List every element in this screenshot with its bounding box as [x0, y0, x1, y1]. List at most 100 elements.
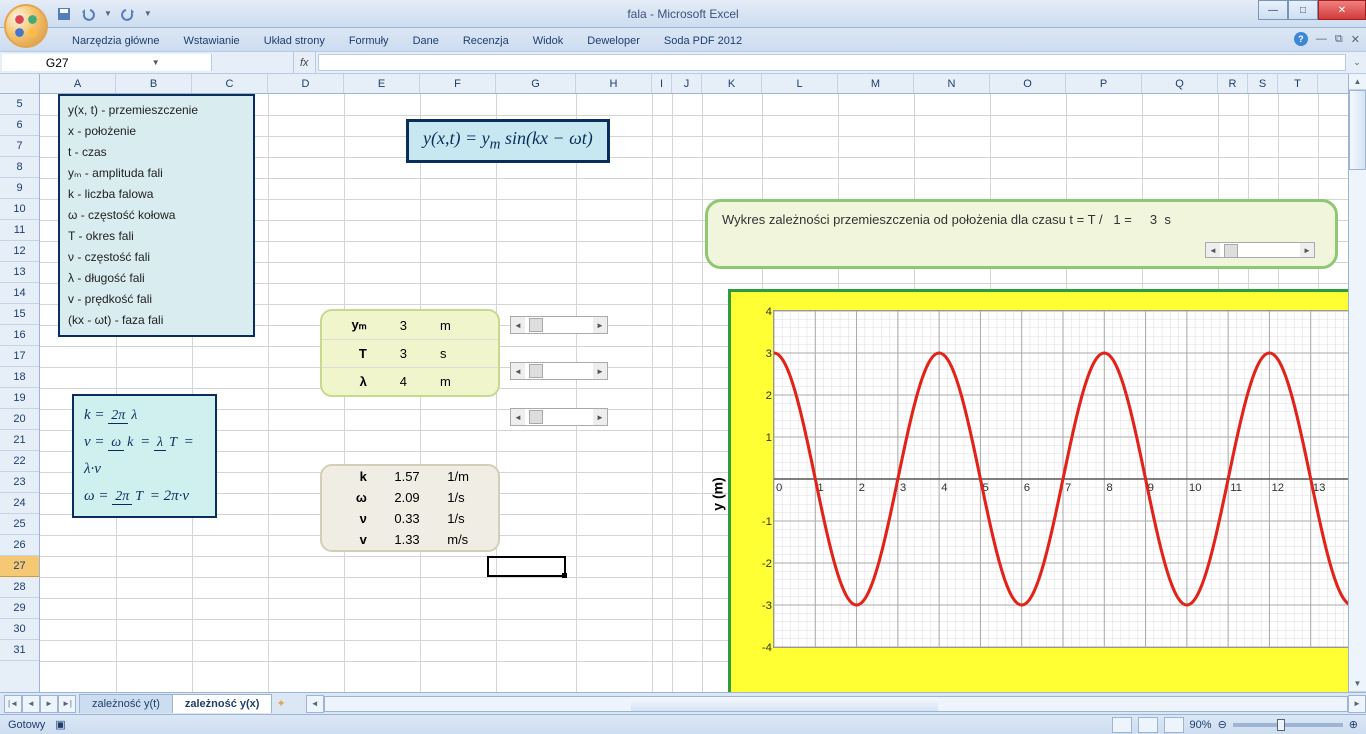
zoom-out-button[interactable]: ⊖	[1218, 718, 1227, 731]
col-header-E[interactable]: E	[344, 74, 420, 93]
row-header-18[interactable]: 18	[0, 367, 39, 388]
row-header-6[interactable]: 6	[0, 115, 39, 136]
row-header-24[interactable]: 24	[0, 493, 39, 514]
ribbon-tab-6[interactable]: Widok	[521, 31, 576, 51]
tab-nav-prev[interactable]: ◄	[22, 695, 40, 713]
vertical-scrollbar[interactable]: ▲ ▼	[1348, 74, 1366, 692]
T-spinner[interactable]: ◄►	[510, 362, 608, 380]
page-break-view-button[interactable]	[1164, 717, 1184, 733]
row-header-25[interactable]: 25	[0, 514, 39, 535]
name-box-dropdown-icon[interactable]: ▼	[107, 58, 206, 67]
row-header-7[interactable]: 7	[0, 136, 39, 157]
row-header-19[interactable]: 19	[0, 388, 39, 409]
office-button[interactable]	[4, 4, 48, 48]
row-header-13[interactable]: 13	[0, 262, 39, 283]
row-header-26[interactable]: 26	[0, 535, 39, 556]
col-header-R[interactable]: R	[1218, 74, 1248, 93]
sheet-tab-0[interactable]: zależność y(t)	[79, 694, 173, 713]
col-header-G[interactable]: G	[496, 74, 576, 93]
col-header-I[interactable]: I	[652, 74, 672, 93]
ribbon-minimize-icon[interactable]: —	[1316, 33, 1327, 45]
col-header-Q[interactable]: Q	[1142, 74, 1218, 93]
row-header-5[interactable]: 5	[0, 94, 39, 115]
name-box[interactable]: G27 ▼	[2, 54, 212, 71]
row-header-29[interactable]: 29	[0, 598, 39, 619]
ribbon-tab-8[interactable]: Soda PDF 2012	[652, 31, 754, 51]
redo-icon[interactable]	[120, 6, 136, 22]
col-header-F[interactable]: F	[420, 74, 496, 93]
normal-view-button[interactable]	[1112, 717, 1132, 733]
row-header-17[interactable]: 17	[0, 346, 39, 367]
hscroll-right-icon[interactable]: ►	[1348, 695, 1366, 713]
tab-nav-next[interactable]: ►	[40, 695, 58, 713]
ribbon-tab-1[interactable]: Wstawianie	[171, 31, 251, 51]
ribbon-tab-7[interactable]: Deweloper	[575, 31, 652, 51]
col-header-D[interactable]: D	[268, 74, 344, 93]
ym-spinner[interactable]: ◄►	[510, 316, 608, 334]
row-header-10[interactable]: 10	[0, 199, 39, 220]
formula-input[interactable]	[318, 54, 1346, 71]
row-header-22[interactable]: 22	[0, 451, 39, 472]
scroll-down-icon[interactable]: ▼	[1349, 676, 1366, 692]
active-cell-G27[interactable]	[487, 556, 566, 577]
row-header-28[interactable]: 28	[0, 577, 39, 598]
close-button[interactable]: ✕	[1318, 0, 1366, 20]
time-divisor-spinner[interactable]: ◄►	[1205, 242, 1315, 258]
sheet-body[interactable]: y(x, t) - przemieszczeniex - położeniet …	[40, 94, 1348, 692]
lambda-spinner[interactable]: ◄►	[510, 408, 608, 426]
tab-nav-first[interactable]: |◄	[4, 695, 22, 713]
col-header-L[interactable]: L	[762, 74, 838, 93]
col-header-K[interactable]: K	[702, 74, 762, 93]
formula-expand-icon[interactable]: ⌄	[1348, 52, 1366, 73]
hscroll-left-icon[interactable]: ◄	[306, 695, 324, 713]
col-header-H[interactable]: H	[576, 74, 652, 93]
zoom-in-button[interactable]: ⊕	[1349, 718, 1358, 731]
save-icon[interactable]	[56, 6, 72, 22]
row-header-16[interactable]: 16	[0, 325, 39, 346]
col-header-P[interactable]: P	[1066, 74, 1142, 93]
tab-nav-last[interactable]: ►|	[58, 695, 76, 713]
qat-customize-icon[interactable]: ▼	[144, 9, 152, 18]
row-header-30[interactable]: 30	[0, 619, 39, 640]
row-header-31[interactable]: 31	[0, 640, 39, 661]
macro-record-icon[interactable]: ▣	[55, 718, 65, 731]
col-header-M[interactable]: M	[838, 74, 914, 93]
row-header-20[interactable]: 20	[0, 409, 39, 430]
col-header-J[interactable]: J	[672, 74, 702, 93]
minimize-button[interactable]: —	[1258, 0, 1288, 20]
new-sheet-icon[interactable]: ✦	[276, 697, 285, 710]
ribbon-tab-2[interactable]: Układ strony	[252, 31, 337, 51]
ribbon-tab-5[interactable]: Recenzja	[451, 31, 521, 51]
doc-restore-icon[interactable]: ⧉	[1335, 33, 1343, 46]
row-header-12[interactable]: 12	[0, 241, 39, 262]
col-header-O[interactable]: O	[990, 74, 1066, 93]
row-header-27[interactable]: 27	[0, 556, 39, 577]
ribbon-tab-3[interactable]: Formuły	[337, 31, 401, 51]
ribbon-tab-4[interactable]: Dane	[401, 31, 451, 51]
col-header-B[interactable]: B	[116, 74, 192, 93]
row-header-23[interactable]: 23	[0, 472, 39, 493]
help-icon[interactable]: ?	[1294, 32, 1308, 46]
page-layout-view-button[interactable]	[1138, 717, 1158, 733]
maximize-button[interactable]: □	[1288, 0, 1318, 20]
col-header-A[interactable]: A	[40, 74, 116, 93]
col-header-N[interactable]: N	[914, 74, 990, 93]
row-header-8[interactable]: 8	[0, 157, 39, 178]
select-all-corner[interactable]	[0, 74, 39, 94]
sheet-tab-1[interactable]: zależność y(x)	[172, 694, 273, 713]
col-header-C[interactable]: C	[192, 74, 268, 93]
fx-icon[interactable]: fx	[294, 52, 316, 73]
row-header-9[interactable]: 9	[0, 178, 39, 199]
col-header-S[interactable]: S	[1248, 74, 1278, 93]
scroll-up-icon[interactable]: ▲	[1349, 74, 1366, 90]
undo-dropdown-icon[interactable]: ▼	[104, 9, 112, 18]
horizontal-scrollbar[interactable]: ◄ ►	[306, 695, 1366, 713]
doc-close-icon[interactable]: ✕	[1351, 33, 1360, 46]
row-header-15[interactable]: 15	[0, 304, 39, 325]
ribbon-tab-0[interactable]: Narzędzia główne	[60, 31, 171, 51]
col-header-T[interactable]: T	[1278, 74, 1318, 93]
zoom-level[interactable]: 90%	[1190, 719, 1212, 731]
row-header-11[interactable]: 11	[0, 220, 39, 241]
zoom-slider[interactable]	[1233, 723, 1343, 727]
undo-icon[interactable]	[80, 6, 96, 22]
